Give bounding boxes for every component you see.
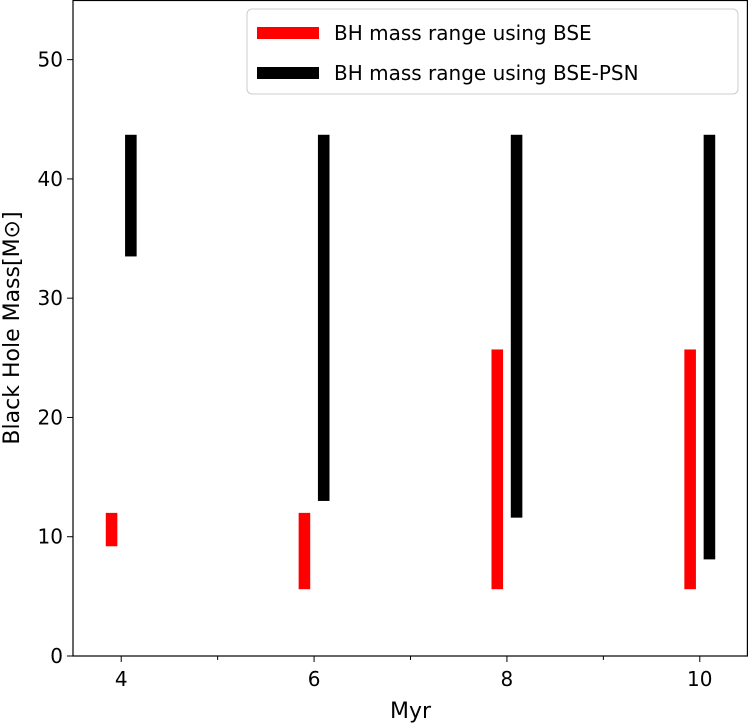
- y-tick-label: 0: [50, 644, 63, 668]
- x-tick-label: 8: [501, 667, 514, 691]
- legend: BH mass range using BSE BH mass range usi…: [246, 8, 739, 95]
- range-bar-bse-6: [298, 512, 311, 590]
- legend-swatch: [257, 27, 319, 39]
- legend-label: BH mass range using BSE-PSN: [334, 61, 639, 85]
- range-bar-bse-8: [491, 349, 504, 590]
- range-bar-bse-psn-6: [317, 134, 330, 501]
- x-tick-label: 6: [308, 667, 321, 691]
- x-tick-label: 10: [687, 667, 712, 691]
- ticks-layer: 4 6 8 10 0 10 20 30 40 50: [38, 48, 713, 691]
- range-bar-bse-psn-8: [510, 134, 523, 518]
- bars-layer: [105, 134, 716, 590]
- legend-label: BH mass range using BSE: [334, 21, 592, 45]
- x-axis-label: Myr: [390, 699, 432, 723]
- y-tick-label: 30: [38, 286, 63, 310]
- y-tick-label: 10: [38, 525, 63, 549]
- y-tick-label: 50: [38, 48, 63, 72]
- range-bar-bse-10: [684, 349, 696, 590]
- y-tick-label: 20: [38, 405, 63, 429]
- x-tick-label: 4: [115, 667, 128, 691]
- range-bar-bse-psn-10: [703, 134, 716, 560]
- legend-swatch: [257, 67, 319, 79]
- legend-box: [246, 8, 739, 95]
- y-tick-label: 40: [38, 167, 63, 191]
- y-axis-label: Black Hole Mass[M⊙]: [0, 211, 25, 444]
- range-bar-bse-4: [105, 512, 118, 547]
- range-bar-bse-psn-4: [125, 134, 137, 257]
